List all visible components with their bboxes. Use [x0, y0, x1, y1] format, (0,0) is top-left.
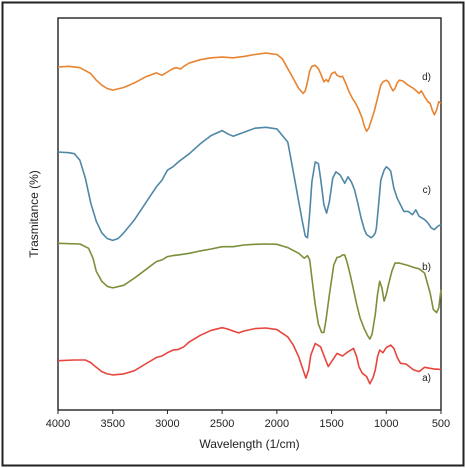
x-tick-label-2500: 2500 [210, 418, 234, 430]
series-line-a [57, 326, 442, 385]
series-label-d: d) [422, 72, 431, 83]
series-line-d [57, 52, 442, 133]
x-tick-label-1000: 1000 [374, 418, 398, 430]
x-tick-label-4000: 4000 [46, 418, 70, 430]
x-tick-label-500: 500 [432, 418, 450, 430]
x-axis-ticks: 4000 3500 3000 2500 2000 1500 1000 500 [46, 410, 450, 430]
y-axis-title: Trasmitance (%) [27, 170, 41, 258]
series-label-layer: a) b) c) d) [422, 72, 431, 384]
x-axis-title: Wavelength (1/cm) [199, 437, 299, 451]
series-line-b [57, 242, 442, 340]
plot-area-frame [57, 17, 442, 411]
series-label-a: a) [422, 373, 431, 384]
series-layer [57, 52, 442, 385]
x-tick-label-2000: 2000 [265, 418, 289, 430]
series-line-c [57, 126, 442, 242]
series-label-c: c) [423, 185, 431, 196]
x-tick-label-1500: 1500 [319, 418, 343, 430]
series-label-b: b) [422, 262, 431, 273]
x-tick-label-3500: 3500 [100, 418, 124, 430]
x-tick-label-3000: 3000 [155, 418, 179, 430]
